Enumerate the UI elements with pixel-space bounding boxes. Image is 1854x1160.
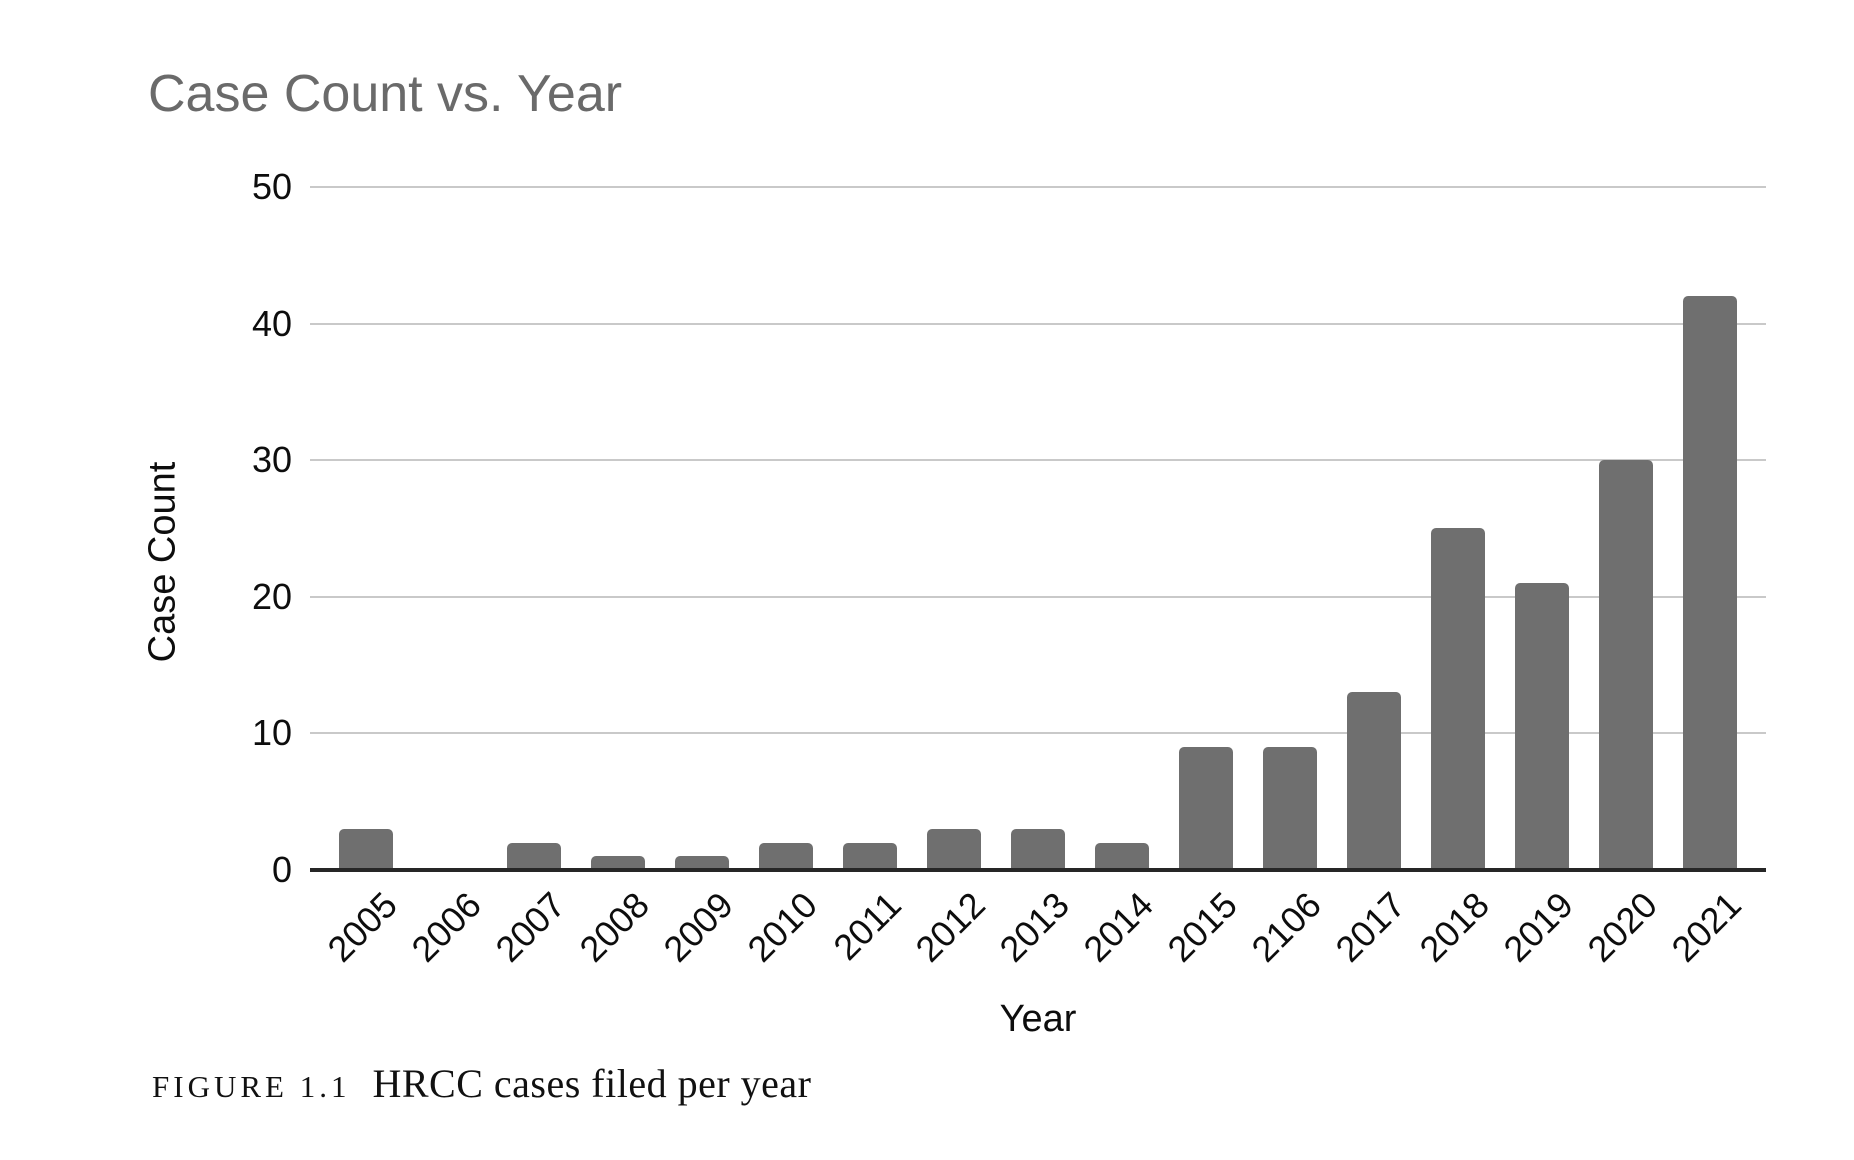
gridline-40: [310, 322, 1766, 325]
bar-2009: [675, 856, 729, 870]
x-tick-label-2007: 2007: [487, 884, 573, 970]
bar-2021: [1683, 296, 1737, 870]
x-tick-label-2011: 2011: [825, 884, 909, 968]
x-tick-label-2006: 2006: [403, 884, 489, 970]
bar-2013: [1011, 829, 1065, 870]
bar-2018: [1431, 528, 1485, 870]
x-tick-label-2106: 2106: [1243, 884, 1329, 970]
y-tick-label-10: 10: [251, 712, 292, 754]
x-tick-label-2005: 2005: [319, 884, 405, 970]
x-tick-label-2013: 2013: [991, 884, 1077, 970]
bar-2005: [339, 829, 393, 870]
gridline-10: [310, 732, 1766, 735]
x-tick-label-2009: 2009: [655, 884, 741, 970]
x-tick-label-2019: 2019: [1495, 884, 1581, 970]
chart-title: Case Count vs. Year: [148, 65, 623, 123]
x-tick-label-2014: 2014: [1075, 884, 1161, 970]
y-tick-label-30: 30: [251, 439, 292, 481]
bar-2014: [1095, 843, 1149, 870]
y-tick-label-50: 50: [251, 166, 292, 207]
x-tick-label-2017: 2017: [1327, 884, 1413, 970]
bar-2106: [1263, 747, 1317, 870]
bar-2012: [927, 829, 981, 870]
bar-2020: [1599, 460, 1653, 870]
gridline-30: [310, 459, 1766, 462]
figure-caption-text: HRCC cases filed per year: [372, 1061, 812, 1106]
bar-2008: [591, 856, 645, 870]
bar-2007: [507, 843, 561, 870]
x-tick-label-2010: 2010: [739, 884, 825, 970]
x-tick-label-2008: 2008: [571, 884, 657, 970]
figure-caption: FIGURE 1.1 HRCC cases filed per year: [152, 1060, 811, 1107]
bar-2019: [1515, 583, 1569, 870]
y-tick-label-20: 20: [251, 575, 292, 617]
x-tick-label-2021: 2021: [1663, 884, 1749, 970]
x-axis-title: Year: [999, 998, 1077, 1040]
x-axis-line: [310, 868, 1766, 872]
x-tick-label-2012: 2012: [907, 884, 993, 970]
bar-chart-plot-area: [310, 186, 1766, 872]
y-tick-label-40: 40: [251, 302, 292, 344]
x-tick-label-2015: 2015: [1159, 884, 1245, 970]
gridline-50: [310, 186, 1766, 188]
gridline-20: [310, 595, 1766, 598]
bar-2017: [1347, 692, 1401, 870]
y-axis-title: Case Count: [141, 461, 184, 663]
y-tick-label-0: 0: [271, 849, 292, 890]
figure-caption-number: FIGURE 1.1: [152, 1069, 351, 1104]
bar-2010: [759, 843, 813, 870]
x-tick-label-2020: 2020: [1579, 884, 1665, 970]
bar-2011: [843, 843, 897, 870]
x-tick-label-2018: 2018: [1411, 884, 1497, 970]
bar-2015: [1179, 747, 1233, 870]
